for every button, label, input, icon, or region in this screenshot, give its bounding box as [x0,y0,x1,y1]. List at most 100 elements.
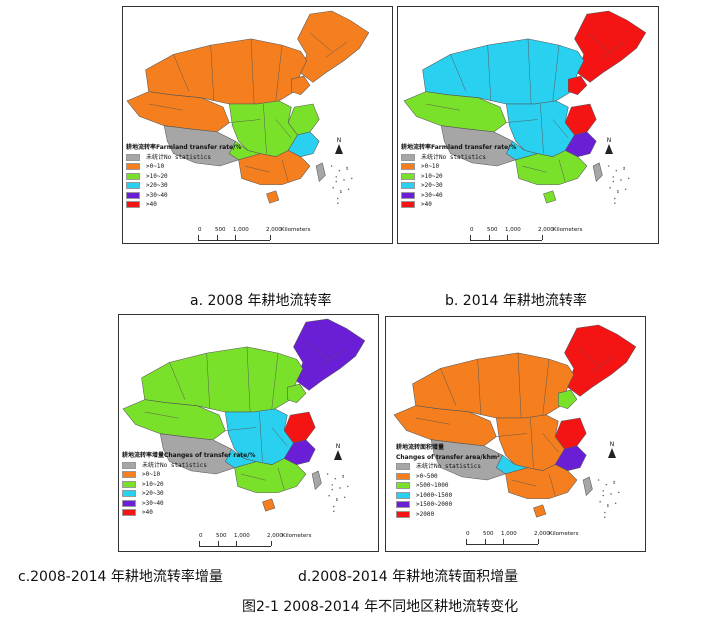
province-border [263,103,267,154]
region-northeast [564,324,637,397]
province-border [173,54,190,92]
province-border [271,427,288,447]
china-map-b [403,10,647,204]
legend-swatch [126,163,140,171]
region-taiwan [311,470,322,491]
legend-swatch [396,501,410,509]
province-border [440,368,457,406]
province-border [496,433,528,437]
region-hainan [262,498,276,512]
province-border [602,41,625,58]
island-dot [331,484,334,486]
region-hainan [533,504,547,518]
province-border [259,411,263,462]
region-sichuan [495,454,529,475]
region-beijing [568,75,588,96]
region-south [238,150,311,185]
map-regions [126,10,370,204]
legend-item: >30~40 [122,499,255,509]
legend-label: >40 [142,509,153,516]
legend-label: >20~30 [146,182,168,189]
region-tibet [440,125,516,167]
legend-label: >0~500 [416,472,438,480]
legend-title: 耕地流转率增量Changes of transfer rate/% [122,452,256,459]
map-regions [393,324,637,518]
region-taiwan [592,162,603,183]
legend-swatch [122,509,136,517]
legend-item: >500~1000 [396,481,500,491]
legend-label: >40 [146,201,157,208]
figure-caption: 图2-1 2008-2014 年不同地区耕地流转变化 [242,599,519,615]
island-dot [336,498,338,500]
island-dot [610,493,612,495]
legend-swatch [126,191,140,199]
island-dot [605,483,608,486]
legend-title: 耕地流转率Farmland transfer rate/% [401,144,517,151]
island-dot [614,502,617,505]
map-regions [122,318,366,512]
legend-swatch [401,172,415,180]
legend-c: 耕地流转率增量Changes of transfer rate/% 未统计No s… [122,451,255,518]
island-dot [343,179,345,181]
legend-item: >40 [126,200,241,210]
legend-item: >0~10 [401,162,516,172]
island-dot [335,180,338,183]
legend-item: >30~40 [401,191,516,201]
province-border [244,165,270,173]
island-dot [607,505,609,508]
legend-d: 耕地流转面积增量 Changes of transfer area/khm² 未统计… [396,443,500,519]
legend-swatch [396,463,410,471]
region-beijing [558,389,578,410]
legend-label: 未统计No statistics [142,461,207,469]
region-sichuan [505,140,539,161]
region-hainan [266,190,280,204]
legend-swatch [401,153,415,161]
island-dot [602,494,605,497]
island-dot [326,473,329,475]
legend-label: >0~10 [146,163,165,170]
island-dot [330,165,333,167]
province-border [240,473,266,481]
legend-label: >30~40 [142,499,164,507]
caption-d: d.2008-2014 年耕地流转面积增量 [298,569,519,585]
legend-label: >2000 [416,510,435,518]
legend-item: >10~20 [126,172,241,182]
legend-swatch [401,182,415,190]
island-dot [337,202,339,204]
island-dot [607,165,610,167]
island-dot [614,197,616,200]
province-border [225,427,257,431]
legend-label: 未统计No statistics [421,153,486,161]
region-south [234,458,307,493]
island-dot [346,166,348,169]
legend-swatch [401,163,415,171]
north-arrow-d: N [608,441,616,458]
caption-b: b. 2014 年耕地流转率 [445,293,587,309]
province-border [521,165,547,173]
island-dot [342,474,344,477]
province-border [321,349,344,366]
north-arrow-c: N [334,443,342,460]
legend-item: >0~10 [126,162,241,172]
province-border [275,45,283,101]
region-beijing [291,75,311,96]
island-dot [613,482,615,484]
island-dot [328,494,330,497]
legend-item: >10~20 [401,172,516,182]
island-dot [333,510,335,512]
island-dot [346,168,348,170]
island-dot [337,197,339,200]
island-dot [340,191,342,194]
region-tibet [430,439,506,481]
region-north [145,38,308,105]
region-tibet [159,433,235,475]
island-dot [335,176,338,178]
island-dot [614,202,616,204]
legend-item: >10~20 [122,480,255,490]
province-border [548,473,556,496]
scale-bar-b: 0 500 1,000 2,000 Kilometers [470,227,590,243]
island-dot [334,477,337,480]
legend-swatch [126,172,140,180]
province-border [210,45,215,101]
legend-item: >40 [122,508,255,518]
